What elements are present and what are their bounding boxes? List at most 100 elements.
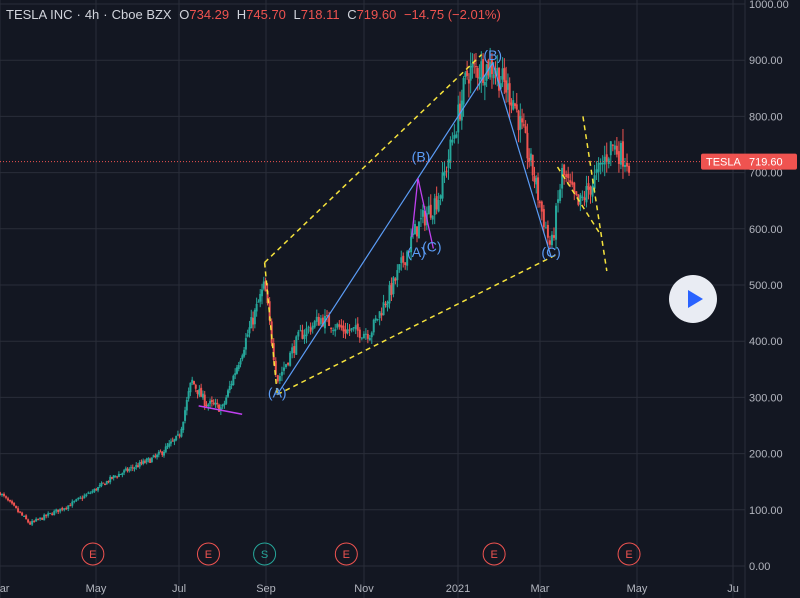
candle-body <box>597 162 600 172</box>
candle-body <box>121 473 124 475</box>
candle-body <box>615 145 618 155</box>
candle-body <box>346 329 349 334</box>
candle-body <box>166 445 169 447</box>
interval-label[interactable]: 4h <box>84 7 100 22</box>
candle-body <box>412 233 415 235</box>
candle-body <box>400 257 403 264</box>
y-tick-label: 100.00 <box>749 505 783 517</box>
candle-body <box>41 517 44 520</box>
y-tick-label: 500.00 <box>749 280 783 292</box>
candle-body <box>340 325 343 328</box>
wave-drawings: (A)(B)(C)(A)(B)(C) <box>0 47 745 415</box>
candle-body <box>261 289 264 297</box>
candle-body <box>429 204 432 218</box>
y-tick-label: 700.00 <box>749 168 783 180</box>
candle-body <box>235 367 238 374</box>
candle-body <box>287 362 290 365</box>
candle-body <box>295 336 298 355</box>
candle-body <box>175 435 178 441</box>
candle-body <box>156 454 159 458</box>
candle-body <box>293 346 296 353</box>
high-value: 745.70 <box>246 7 286 22</box>
candle-body <box>19 511 22 513</box>
candle-body <box>313 321 316 328</box>
candle-body <box>557 199 560 203</box>
candle-body <box>410 236 413 253</box>
candle-body <box>243 349 246 357</box>
candle-body <box>447 159 450 169</box>
candle-body <box>364 333 367 335</box>
candle-body <box>169 441 172 444</box>
wave-label: (A) <box>268 384 287 400</box>
play-button[interactable] <box>669 275 717 323</box>
candle-body <box>297 331 300 337</box>
event-marker-ring <box>253 542 277 566</box>
event-marker-label: E <box>89 549 96 561</box>
candle-body <box>194 384 197 389</box>
event-marker-label: E <box>490 549 497 561</box>
candle-body <box>427 205 430 215</box>
candle-body <box>356 323 359 331</box>
candle-body <box>330 327 333 330</box>
candle-body <box>276 375 279 382</box>
candle-body <box>526 132 529 159</box>
candle-body <box>445 170 448 172</box>
candle-body <box>102 482 105 484</box>
support-line <box>198 405 243 415</box>
open-label: O <box>179 7 190 22</box>
candle-body <box>23 516 26 518</box>
candle-body <box>5 496 8 498</box>
candle-body <box>212 402 215 404</box>
candle-body <box>414 223 417 235</box>
candle-body <box>619 143 622 165</box>
event-marker-ring <box>81 542 105 566</box>
candle-body <box>131 467 134 469</box>
candle-body <box>593 175 596 189</box>
candle-body <box>53 511 56 516</box>
candle-body <box>187 391 190 399</box>
price-axis-bg <box>745 0 800 598</box>
candle-body <box>474 66 477 68</box>
candle-body <box>575 191 578 195</box>
candle-body <box>105 481 108 485</box>
candle-body <box>7 498 10 501</box>
candle-body <box>326 315 329 317</box>
candle-body <box>278 376 281 381</box>
candle-body <box>609 141 612 156</box>
candle-body <box>453 135 456 139</box>
candle-body <box>110 476 113 479</box>
candle-body <box>611 144 614 146</box>
candle-body <box>437 199 440 212</box>
candle-body <box>138 462 141 467</box>
candle-body <box>178 435 181 437</box>
candle-body <box>473 63 476 65</box>
candle-body <box>255 303 258 312</box>
candle-body <box>45 514 48 517</box>
candle-body <box>571 181 574 185</box>
candle-body <box>219 407 222 411</box>
candle-body <box>164 446 167 453</box>
candle-body <box>589 186 592 195</box>
candle-body <box>93 489 96 492</box>
triangle-upper-line <box>582 116 608 272</box>
candle-body <box>591 185 594 197</box>
candle-body <box>114 475 117 477</box>
candle-body <box>71 501 74 506</box>
symbol-name[interactable]: TESLA INC <box>6 7 73 22</box>
candle-body <box>83 495 86 499</box>
candle-body <box>528 157 531 162</box>
candle-body <box>467 79 470 84</box>
candle-body <box>550 234 553 246</box>
candle-body <box>280 371 283 376</box>
candle-body <box>196 390 199 395</box>
change-value: −14.75 (−2.01%) <box>403 7 501 22</box>
candlestick-series <box>0 47 631 526</box>
candle-body <box>223 403 226 406</box>
candle-body <box>506 83 509 90</box>
candle-body <box>124 468 127 470</box>
candle-body <box>462 78 465 105</box>
candle-body <box>27 519 30 523</box>
